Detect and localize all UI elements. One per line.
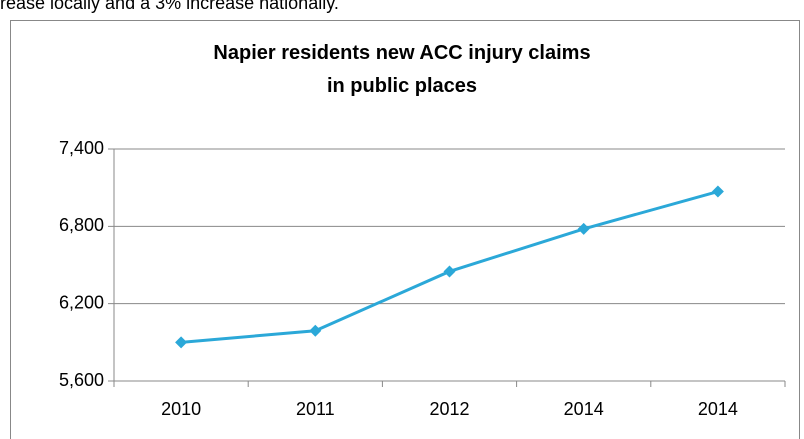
marker [175, 336, 188, 349]
intro-text: rease locally and a 3% increase national… [0, 0, 339, 13]
chart-title: Napier residents new ACC injury claims in… [213, 42, 590, 97]
marker [711, 185, 724, 198]
y-tick-label: 7,400 [59, 138, 104, 158]
marker [577, 222, 590, 235]
chart-frame [10, 20, 800, 439]
x-tick-label: 2012 [429, 399, 469, 419]
marker [309, 324, 322, 337]
y-tick-label: 6,200 [59, 292, 104, 312]
x-tick-label: 2011 [296, 399, 335, 419]
x-tick-label: 2014 [564, 399, 604, 419]
y-tick-label: 5,600 [59, 370, 104, 390]
marker [443, 265, 456, 278]
y-tick-label: 6,800 [59, 215, 104, 235]
x-tick-label: 2010 [161, 399, 201, 419]
x-tick-label: 2014 [698, 399, 738, 419]
